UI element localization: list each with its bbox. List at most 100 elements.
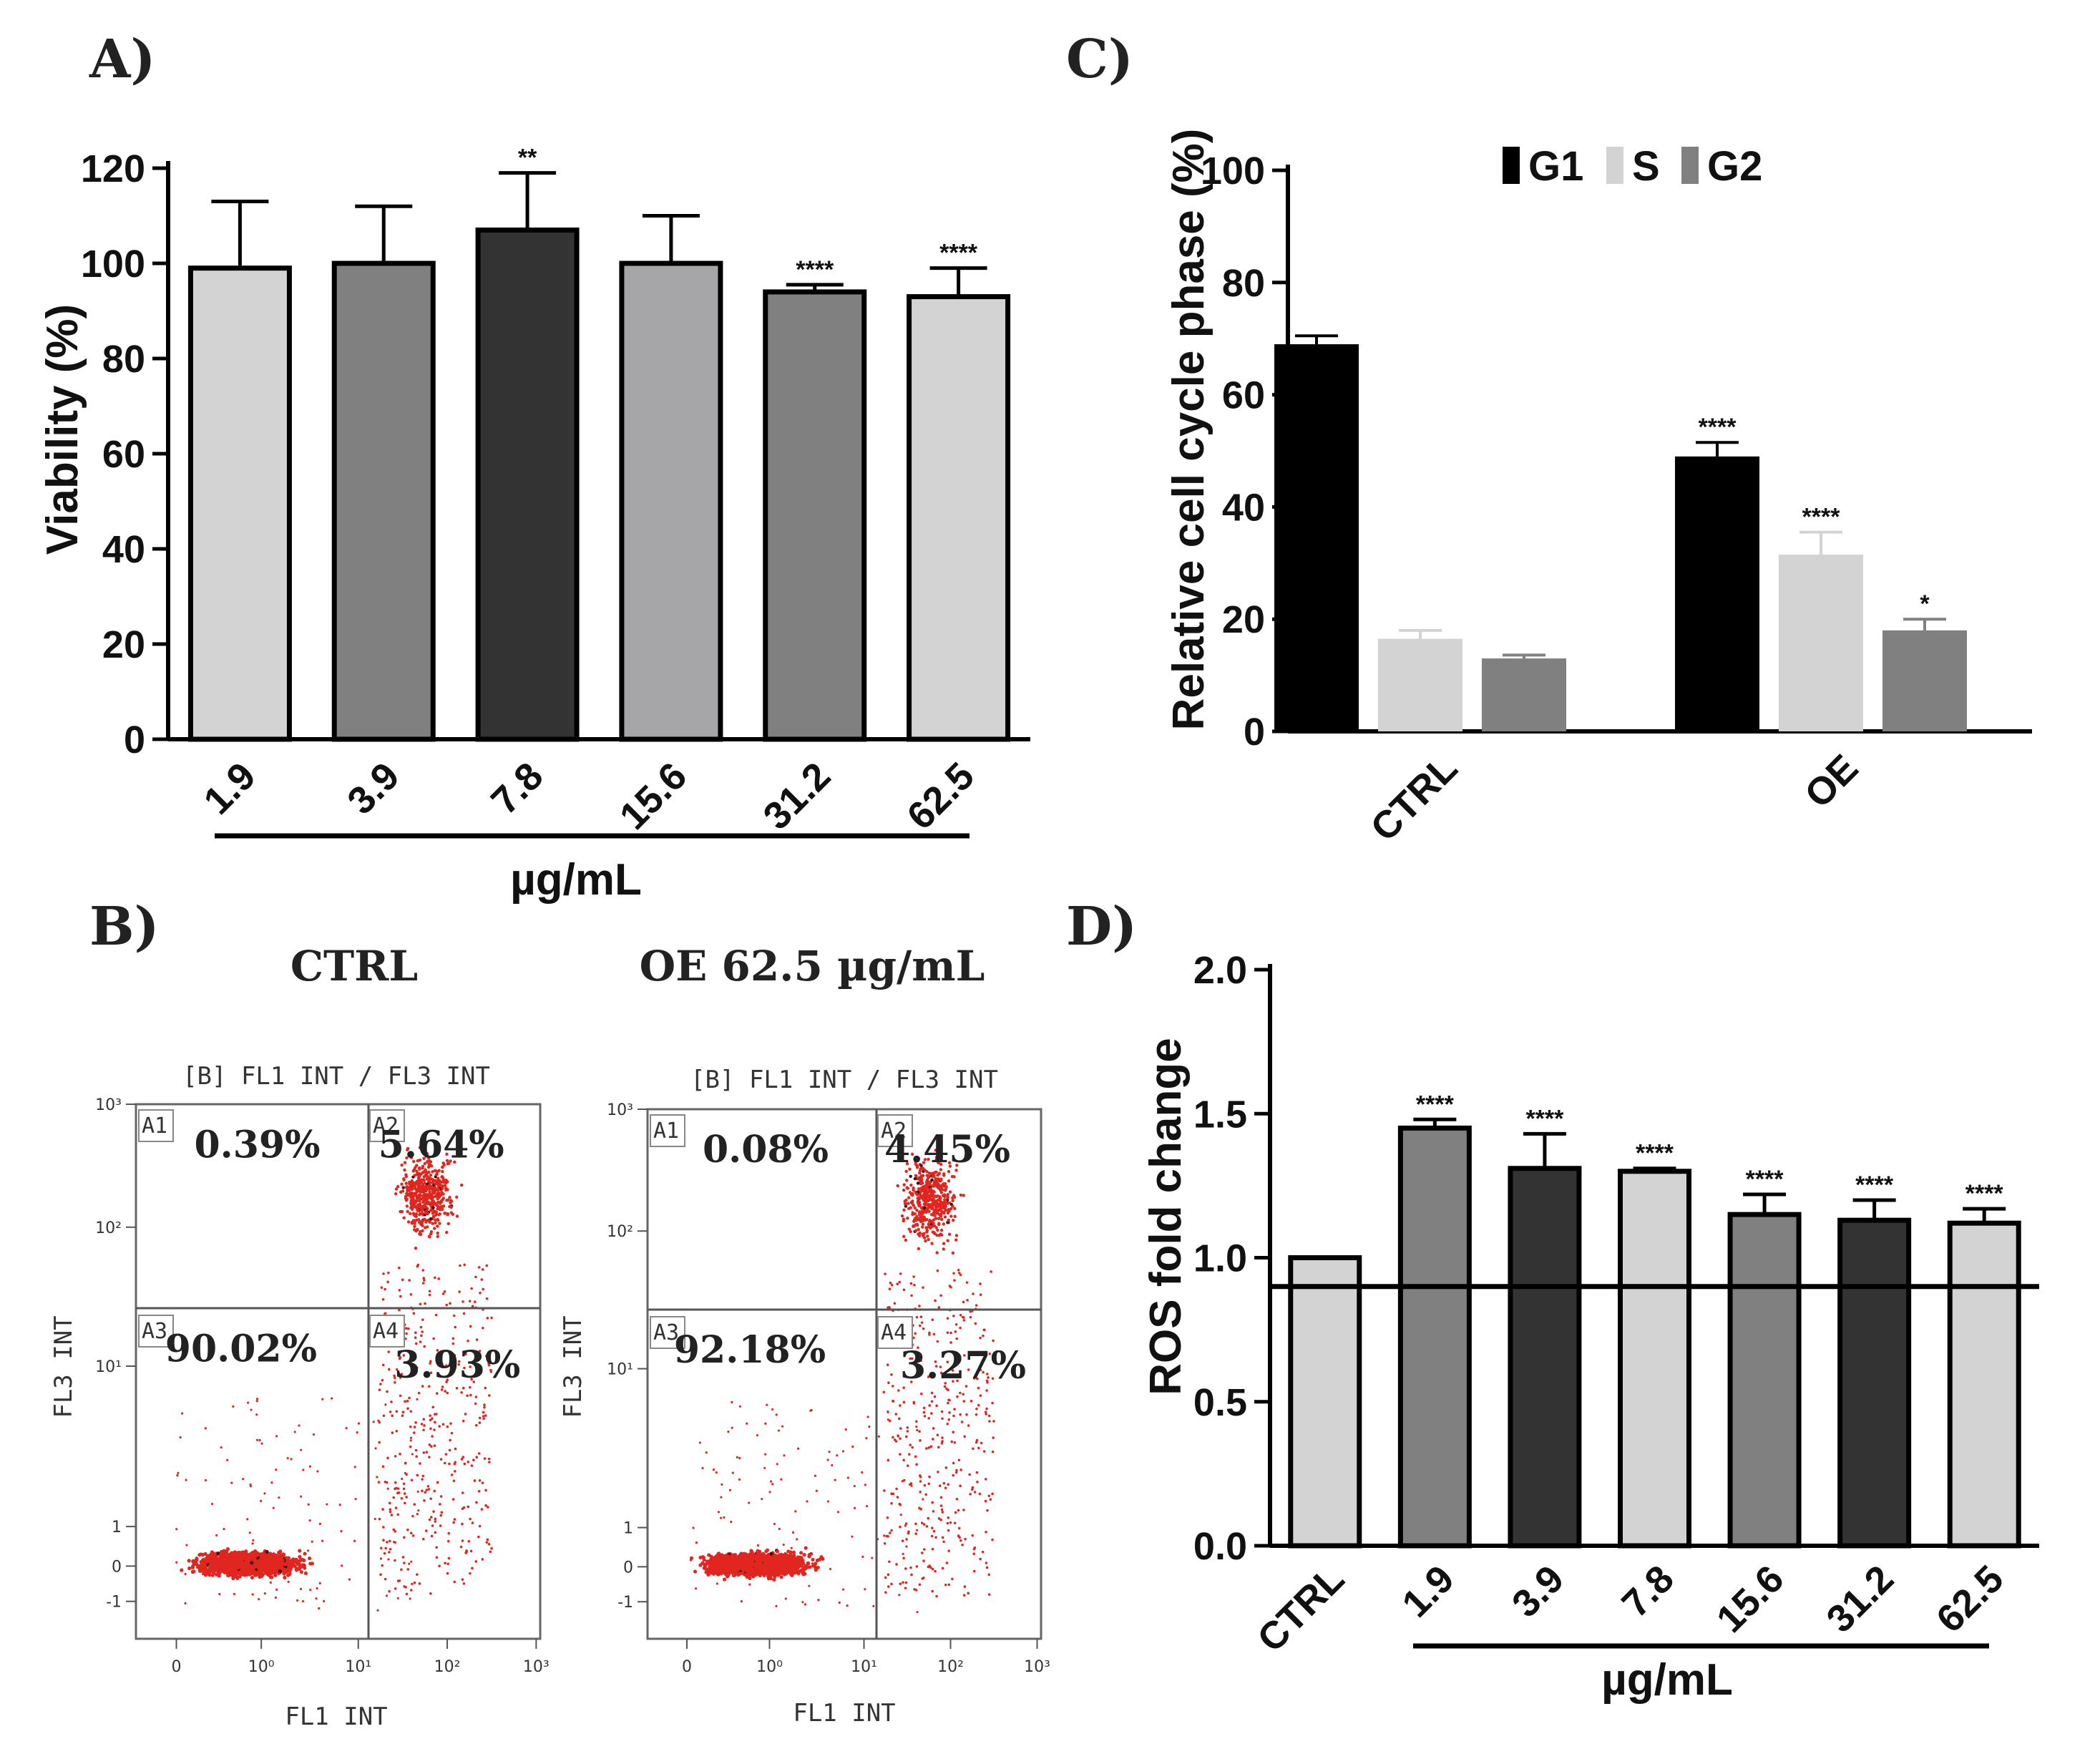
dot: [481, 1326, 484, 1330]
dot: [402, 1216, 406, 1220]
dot: [372, 1421, 375, 1423]
dot: [409, 1410, 413, 1413]
dot: [252, 1539, 255, 1542]
dot: [748, 1576, 752, 1581]
dot: [424, 1491, 427, 1494]
dot: [404, 1182, 408, 1185]
dot: [348, 1578, 351, 1581]
dot: [394, 1187, 399, 1191]
dot: [447, 1556, 451, 1560]
dot: [290, 1458, 293, 1461]
dot: [387, 1558, 390, 1561]
dot: [814, 1568, 818, 1572]
dot: [444, 1562, 446, 1565]
dot: [788, 1572, 793, 1577]
dot: [256, 1564, 260, 1569]
dot: [248, 1531, 251, 1534]
dot: [386, 1456, 389, 1460]
panel-label-b: B): [89, 896, 160, 958]
dot: [423, 1499, 426, 1502]
dot: [425, 1489, 429, 1491]
dot: [480, 1508, 484, 1511]
dot: [441, 1184, 444, 1188]
dot: [261, 1559, 265, 1563]
x-tick-label: 3.9: [1504, 1557, 1573, 1626]
dot: [217, 1569, 221, 1574]
dot: [282, 1569, 286, 1574]
plot-frame: [135, 1103, 542, 1640]
chart-ros: ROS fold change µg/mL 0.00.51.01.52.0CTR…: [1141, 949, 2039, 1705]
dot: [414, 1336, 417, 1339]
dot: [416, 1490, 419, 1493]
dot: [396, 1487, 400, 1490]
dot: [444, 1181, 448, 1184]
dot: [434, 1179, 437, 1183]
dot: [404, 1327, 408, 1330]
dot: [246, 1567, 250, 1571]
dot: [395, 1486, 398, 1490]
dot: [461, 1300, 464, 1303]
dot: [386, 1541, 389, 1544]
dot: [811, 1557, 815, 1562]
dot: [251, 1593, 254, 1596]
dot: [398, 1308, 401, 1312]
dot: [431, 1435, 434, 1438]
bar: [619, 260, 723, 742]
dot: [402, 1354, 406, 1357]
dot: [437, 1277, 441, 1280]
dot: [431, 1206, 435, 1209]
dot: [318, 1582, 321, 1584]
dot: [408, 1562, 411, 1565]
quadrant-tag: [369, 1315, 405, 1348]
bar: [1482, 658, 1566, 731]
dot: [323, 1599, 326, 1602]
dot: [429, 1371, 433, 1375]
dot: [431, 1417, 434, 1421]
y-tick-label: -1: [106, 1594, 122, 1612]
dot: [301, 1599, 305, 1603]
dot: [205, 1570, 210, 1575]
dot: [402, 1482, 406, 1486]
dot: [267, 1569, 272, 1574]
dot: [390, 1514, 394, 1516]
dot: [246, 1559, 250, 1563]
dot: [427, 1179, 431, 1182]
dot: [409, 1357, 412, 1360]
dot: [444, 1187, 448, 1190]
dot: [413, 1174, 417, 1177]
legend-swatch: [1503, 147, 1520, 184]
dot: [302, 1468, 305, 1471]
dot: [434, 1421, 436, 1424]
dot: [241, 1571, 245, 1575]
dot: [414, 1421, 417, 1424]
dot: [418, 1146, 422, 1149]
dot: [475, 1338, 479, 1341]
dot: [438, 1564, 441, 1568]
dot: [382, 1414, 386, 1418]
dot: [700, 1561, 705, 1565]
dot: [423, 1142, 427, 1146]
dot: [270, 1562, 275, 1566]
dot: [260, 1567, 264, 1572]
dot: [308, 1556, 312, 1561]
dot: [357, 1422, 361, 1425]
dot: [411, 1534, 415, 1537]
dot: [407, 1327, 410, 1330]
dot: [428, 1443, 431, 1446]
dot: [409, 1589, 413, 1592]
dot: [258, 1438, 261, 1442]
dot: [431, 1214, 436, 1218]
dot: [403, 1161, 407, 1164]
dot: [429, 1414, 431, 1418]
dot: [446, 1391, 449, 1395]
dot: [424, 1194, 428, 1199]
dot: [384, 1546, 387, 1550]
dot: [423, 1161, 427, 1166]
dot: [394, 1559, 396, 1562]
dot: [413, 1503, 416, 1506]
panel-label-a: A): [89, 29, 155, 90]
dot: [464, 1551, 467, 1554]
dot: [409, 1293, 413, 1296]
dot: [386, 1390, 389, 1393]
dot: [425, 1174, 429, 1178]
